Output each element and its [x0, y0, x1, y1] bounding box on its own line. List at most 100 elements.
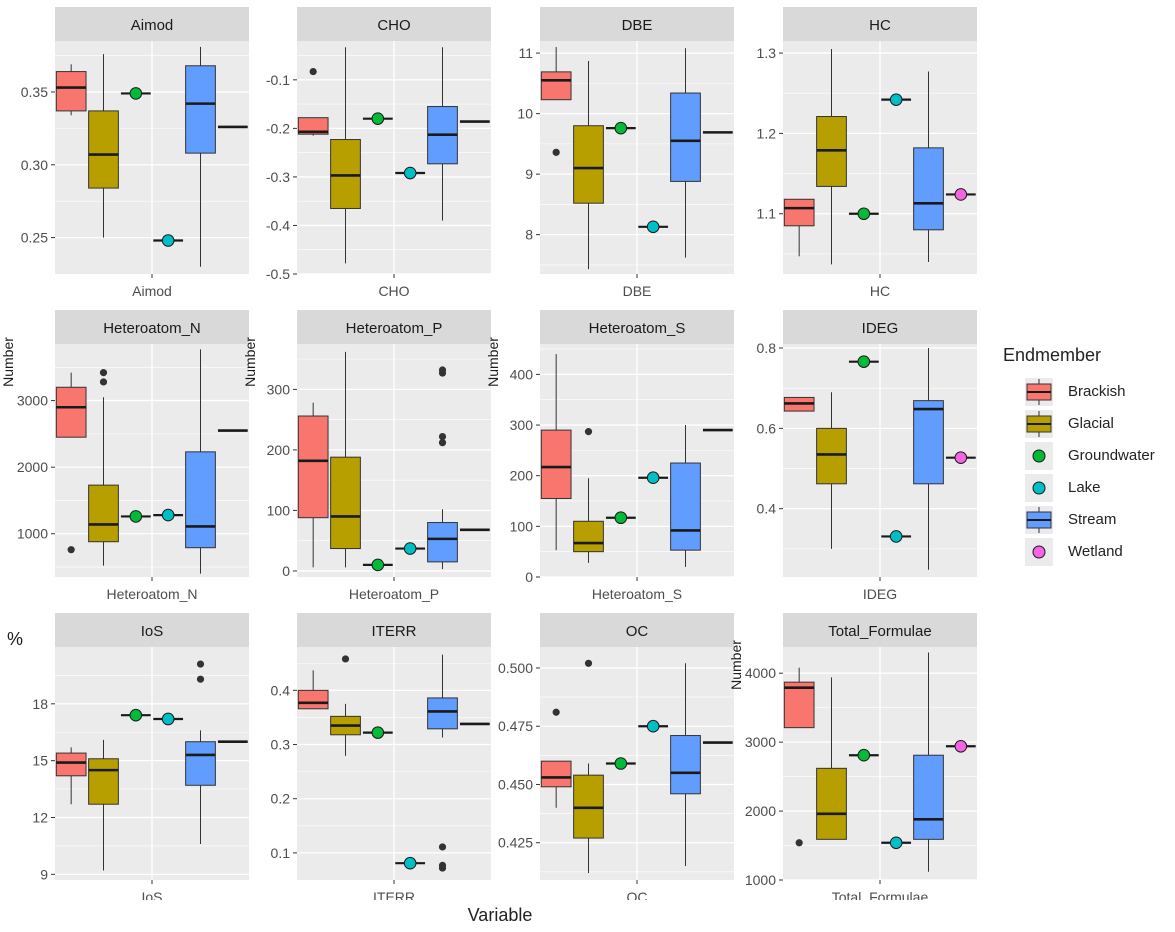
y-tick-label: 300 — [510, 417, 534, 433]
facet-strip-label: ITERR — [372, 623, 417, 640]
y-tick-label: 0.35 — [21, 84, 48, 100]
facet-heteroatom_s: Heteroatom_S 0 100 200 300 400 Heteroatom_S Num… — [485, 310, 734, 602]
box-glacial — [573, 659, 604, 874]
outlier-point — [795, 839, 803, 847]
facet-strip-label: DBE — [622, 17, 653, 34]
outlier-point — [99, 369, 108, 377]
facet-strip — [297, 310, 491, 344]
legend-label: Brackish — [1068, 383, 1126, 400]
y-tick-label: -0.3 — [266, 169, 290, 185]
facet-strip — [297, 7, 491, 41]
y-tick-label: 0.2 — [271, 791, 291, 807]
box-brackish — [297, 670, 329, 710]
facet-strip — [540, 7, 734, 41]
facet-strip-label: Heteroatom_N — [103, 320, 201, 337]
legend-key — [1025, 506, 1053, 534]
box-body — [670, 462, 701, 551]
facet-iterr: ITERR 0.1 0.2 0.3 0.4 ITERR — [271, 613, 491, 900]
y-tick-label: 3000 — [745, 734, 776, 750]
x-tick-label: Heteroatom_N — [106, 586, 197, 602]
point-lake — [161, 712, 175, 726]
y-axis-label: Number — [242, 337, 258, 387]
point-wetland — [954, 451, 968, 464]
outlier-point — [196, 660, 205, 668]
box-glacial — [88, 54, 119, 238]
y-tick-label: 0 — [282, 563, 290, 579]
y-tick-label: 9 — [40, 866, 48, 882]
outlier-point — [552, 148, 560, 156]
box-body — [55, 71, 87, 112]
x-tick-label: ITERR — [373, 889, 415, 900]
outlier-point — [438, 439, 447, 447]
y-tick-label: 1.1 — [757, 206, 777, 222]
box-glacial — [816, 49, 847, 265]
box-stream — [427, 366, 458, 570]
y-axis-label: % — [7, 629, 23, 649]
box-stream — [913, 652, 944, 872]
x-axis-title: Variable — [467, 905, 533, 925]
y-tick-label: 0.8 — [757, 340, 777, 356]
outlier-point — [309, 67, 317, 76]
box-stream — [670, 48, 701, 258]
legend-item-brackish: Brackish — [1000, 376, 1170, 408]
box-stream — [185, 660, 216, 845]
y-tick-label: 4000 — [745, 665, 776, 681]
facet-strip — [783, 613, 977, 647]
box-glacial — [816, 392, 847, 549]
facet-strip — [540, 613, 734, 647]
legend-key — [1025, 442, 1053, 470]
y-tick-label: 0.475 — [498, 718, 533, 734]
outlier-point — [196, 675, 205, 683]
outlier-point — [438, 366, 447, 374]
box-brackish — [55, 372, 87, 554]
box-stream — [913, 71, 944, 262]
y-tick-label: 200 — [510, 468, 534, 484]
point-groundwater — [371, 558, 385, 572]
y-tick-label: -0.4 — [266, 217, 290, 233]
point-lake — [889, 93, 903, 106]
box-body — [427, 697, 458, 730]
box-body — [816, 767, 847, 840]
legend-label: Wetland — [1068, 543, 1123, 560]
y-tick-label: 0.30 — [21, 157, 48, 173]
x-tick-label: Heteroatom_S — [592, 586, 682, 602]
y-tick-label: 100 — [510, 518, 534, 534]
box-body — [185, 451, 216, 549]
y-tick-label: 8 — [525, 227, 533, 243]
box-body — [297, 117, 329, 135]
facet-ideg: IDEG 0.4 0.6 0.8 IDEG — [757, 310, 977, 602]
x-tick-label: CHO — [378, 283, 409, 299]
box-glacial — [330, 655, 361, 756]
outlier-point — [67, 546, 75, 554]
y-tick-label: 12 — [32, 809, 48, 825]
x-tick-label: IoS — [141, 889, 162, 900]
box-body — [185, 741, 216, 786]
box-brackish — [297, 402, 329, 568]
legend-label: Lake — [1068, 479, 1101, 496]
point-groundwater — [371, 726, 385, 739]
legend: Endmember Brackish Glacial Groundwater Lake… — [1000, 345, 1170, 568]
legend-item-glacial: Glacial — [1000, 408, 1170, 440]
legend-label: Stream — [1068, 511, 1117, 528]
y-tick-label: 0 — [525, 569, 533, 585]
legend-label: Glacial — [1068, 415, 1114, 432]
box-body — [783, 198, 815, 227]
x-tick-label: HC — [870, 283, 890, 299]
point-groundwater — [857, 748, 871, 762]
y-tick-label: 1000 — [17, 526, 48, 542]
point-groundwater — [614, 757, 628, 770]
box-glacial — [330, 351, 361, 568]
y-tick-label: 400 — [510, 366, 534, 382]
y-tick-label: 200 — [267, 442, 291, 458]
facet-heteroatom_p: Heteroatom_P 0 100 200 300 Heteroatom_P Number — [242, 310, 491, 602]
box-stream — [427, 654, 458, 872]
point-groundwater — [129, 510, 143, 523]
box-glacial — [330, 47, 361, 264]
box-brackish — [783, 396, 815, 412]
point-lake — [646, 471, 660, 485]
facet-strip-label: Aimod — [131, 17, 174, 34]
y-axis-label: Number — [485, 337, 501, 387]
y-tick-label: 2000 — [17, 459, 48, 475]
box-body — [913, 147, 944, 231]
y-tick-label: 3000 — [17, 393, 48, 409]
